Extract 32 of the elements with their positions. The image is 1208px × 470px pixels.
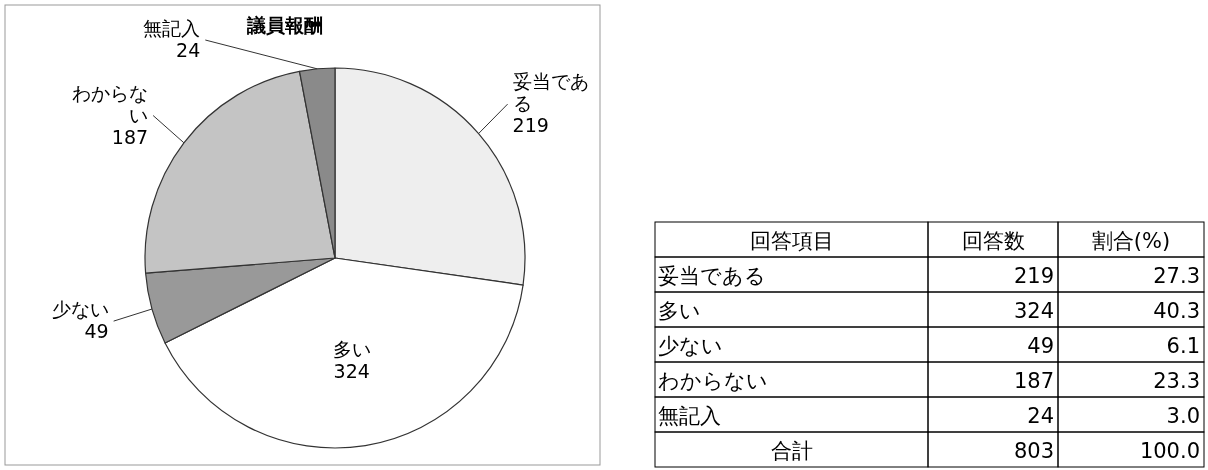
text: 回答項目 bbox=[749, 229, 834, 253]
text: 多い bbox=[658, 299, 701, 323]
slice-label: 無記入 bbox=[143, 17, 201, 39]
text: 40.3 bbox=[1153, 299, 1200, 323]
chart-title: 議員報酬 bbox=[246, 14, 323, 36]
text: 23.3 bbox=[1153, 369, 1200, 393]
text: 回答数 bbox=[961, 229, 1025, 253]
text: わからない bbox=[658, 369, 768, 393]
slice-label: 妥当である bbox=[512, 70, 589, 115]
data-label: 24 bbox=[176, 39, 201, 61]
text: 324 bbox=[1013, 299, 1054, 323]
text: 219 bbox=[1013, 264, 1054, 288]
text: 割合(%) bbox=[1091, 229, 1171, 253]
data-label: 187 bbox=[111, 125, 149, 148]
text: 187 bbox=[1013, 369, 1054, 393]
slice-label: 多い bbox=[332, 338, 371, 361]
text: 無記入 bbox=[658, 404, 721, 428]
data-label: 324 bbox=[333, 360, 370, 383]
text: 少ない bbox=[658, 334, 723, 358]
text: 803 bbox=[1013, 439, 1054, 463]
text: 100.0 bbox=[1139, 439, 1200, 463]
slice-label: わからない bbox=[72, 81, 149, 126]
text: 3.0 bbox=[1166, 404, 1200, 428]
text: 49 bbox=[1027, 334, 1054, 358]
data-label: 219 bbox=[512, 114, 549, 137]
slice-label: 少ない bbox=[51, 298, 109, 321]
data-label: 49 bbox=[84, 320, 109, 343]
text: 6.1 bbox=[1166, 334, 1200, 358]
text: 27.3 bbox=[1153, 264, 1200, 288]
text: 妥当である bbox=[658, 264, 766, 288]
text: 合計 bbox=[770, 439, 813, 463]
text: 24 bbox=[1027, 404, 1054, 428]
